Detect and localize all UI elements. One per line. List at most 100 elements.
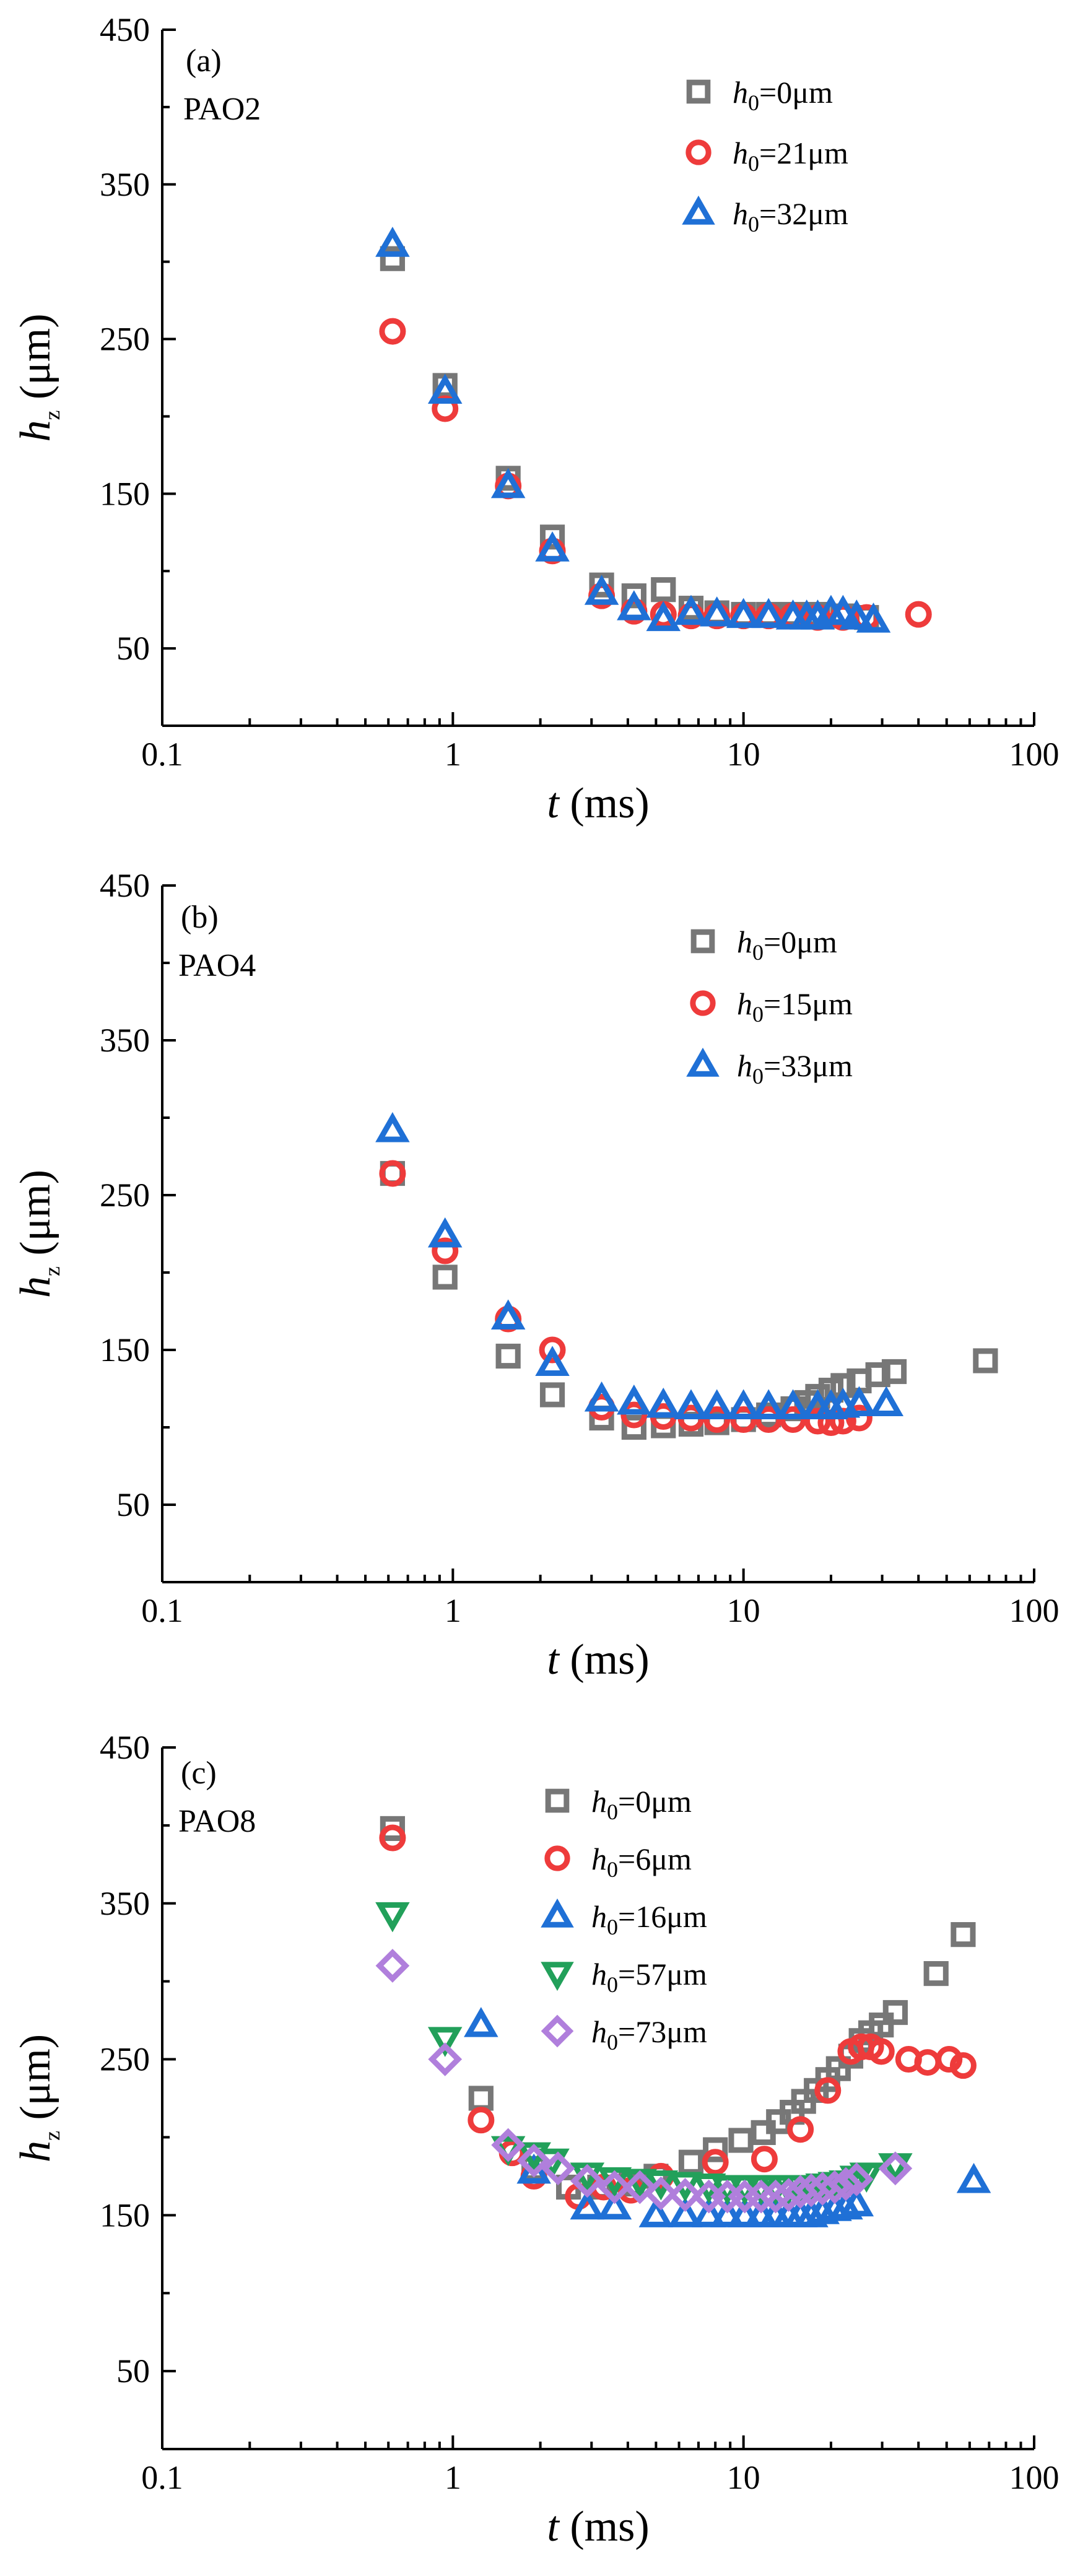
data-point [620,1401,648,1429]
legend-label: h0=16μm [591,1899,707,1939]
data-point [668,2197,703,2227]
legend-marker [690,990,716,1016]
data-point [380,1816,405,1842]
data-point [516,2143,551,2178]
x-tick-label: 1 [445,736,461,773]
data-point [428,2042,463,2076]
data-point [868,2038,895,2065]
legend-marker [541,1898,574,1928]
x-tick-label: 0.1 [141,2459,183,2496]
data-point [651,577,676,603]
data-point [427,373,463,404]
data-point [617,1384,651,1415]
x-tick-label: 100 [1009,2459,1060,2496]
legend-marker [544,1845,570,1871]
legend: h0=0μm h0=21μm h0=32μm [682,75,848,237]
data-point [730,1406,757,1433]
legend-label: h0=33μm [737,1048,853,1089]
series-2 [375,227,891,633]
data-point [375,1112,410,1142]
legend-marker [685,139,712,165]
data-point [787,2116,814,2143]
data-point [869,2012,894,2038]
y-tick-label: 450 [100,1729,150,1766]
y-tick-label: 250 [100,2041,150,2078]
data-point [646,601,681,632]
data-point [881,1359,907,1385]
y-tick-label: 150 [100,1331,150,1368]
data-point [597,2189,632,2220]
y-tick-label: 50 [116,630,150,667]
data-point [726,1389,761,1419]
data-point [755,1406,782,1433]
data-point [814,2077,842,2104]
legend: h0=0μm h0=15μm h0=33μm [686,925,853,1089]
data-point [570,2164,604,2198]
x-tick-label: 10 [727,2459,760,2496]
data-point [923,1960,949,1986]
data-point [973,1348,998,1373]
data-point [856,603,891,633]
data-point [839,2162,874,2196]
x-axis-title: t (ms) [547,1636,649,1684]
y-tick-label: 450 [100,867,150,904]
fluid-label: PAO2 [183,92,261,127]
data-point [432,395,459,422]
data-point [839,2186,874,2217]
data-point [829,2167,863,2201]
x-tick-label: 0.1 [141,1592,183,1629]
data-point [427,2027,463,2057]
data-point [699,596,734,627]
x-tick-label: 10 [727,736,760,773]
legend: h0=0μm h0=6μm h0=16μm h0=57μm h0=73μm [541,1784,707,2055]
data-point [621,1414,646,1440]
y-tick-label: 350 [100,1022,150,1059]
legend-marker [690,929,715,954]
x-tick-label: 1 [445,1592,461,1629]
series-2 [375,1112,904,1419]
fluid-label: PAO4 [178,948,256,983]
data-point [775,1389,811,1419]
data-point [839,599,874,630]
data-point [490,468,526,498]
legend-marker [541,1962,574,1991]
data-point [495,1343,521,1369]
data-point [956,2162,991,2193]
legend-marker [682,195,715,225]
data-point [535,531,570,562]
data-point [584,575,619,605]
data-point [882,1999,908,2026]
series-0 [380,246,879,630]
legend-label: h0=73μm [591,2014,707,2055]
y-tick-label: 350 [100,1885,150,1922]
legend-marker [686,79,711,104]
data-point [951,1922,976,1947]
data-point [726,598,761,629]
data-point [644,2176,678,2211]
data-point [699,1389,734,1419]
data-point [617,590,651,620]
data-point [703,1406,731,1433]
x-tick-label: 10 [727,1592,760,1629]
y-tick-label: 150 [100,475,150,512]
legend-label: h0=0μm [733,75,833,115]
data-point [598,2170,632,2204]
data-point [804,1408,831,1435]
series-3 [375,1902,913,2206]
data-point [878,2151,913,2186]
data-point [468,2086,494,2111]
data-point [432,1237,459,1264]
legend-marker [541,2014,574,2048]
data-point [379,1160,406,1187]
y-tick-label: 450 [100,11,150,48]
legend-marker [545,1788,570,1813]
panel-label: (b) [181,900,219,935]
data-point [751,2146,778,2173]
legend-marker [686,1047,720,1077]
data-point [490,1299,526,1329]
data-point [468,2107,495,2134]
data-point [865,1362,890,1388]
y-tick-label: 250 [100,321,150,358]
data-point [535,1346,570,1376]
